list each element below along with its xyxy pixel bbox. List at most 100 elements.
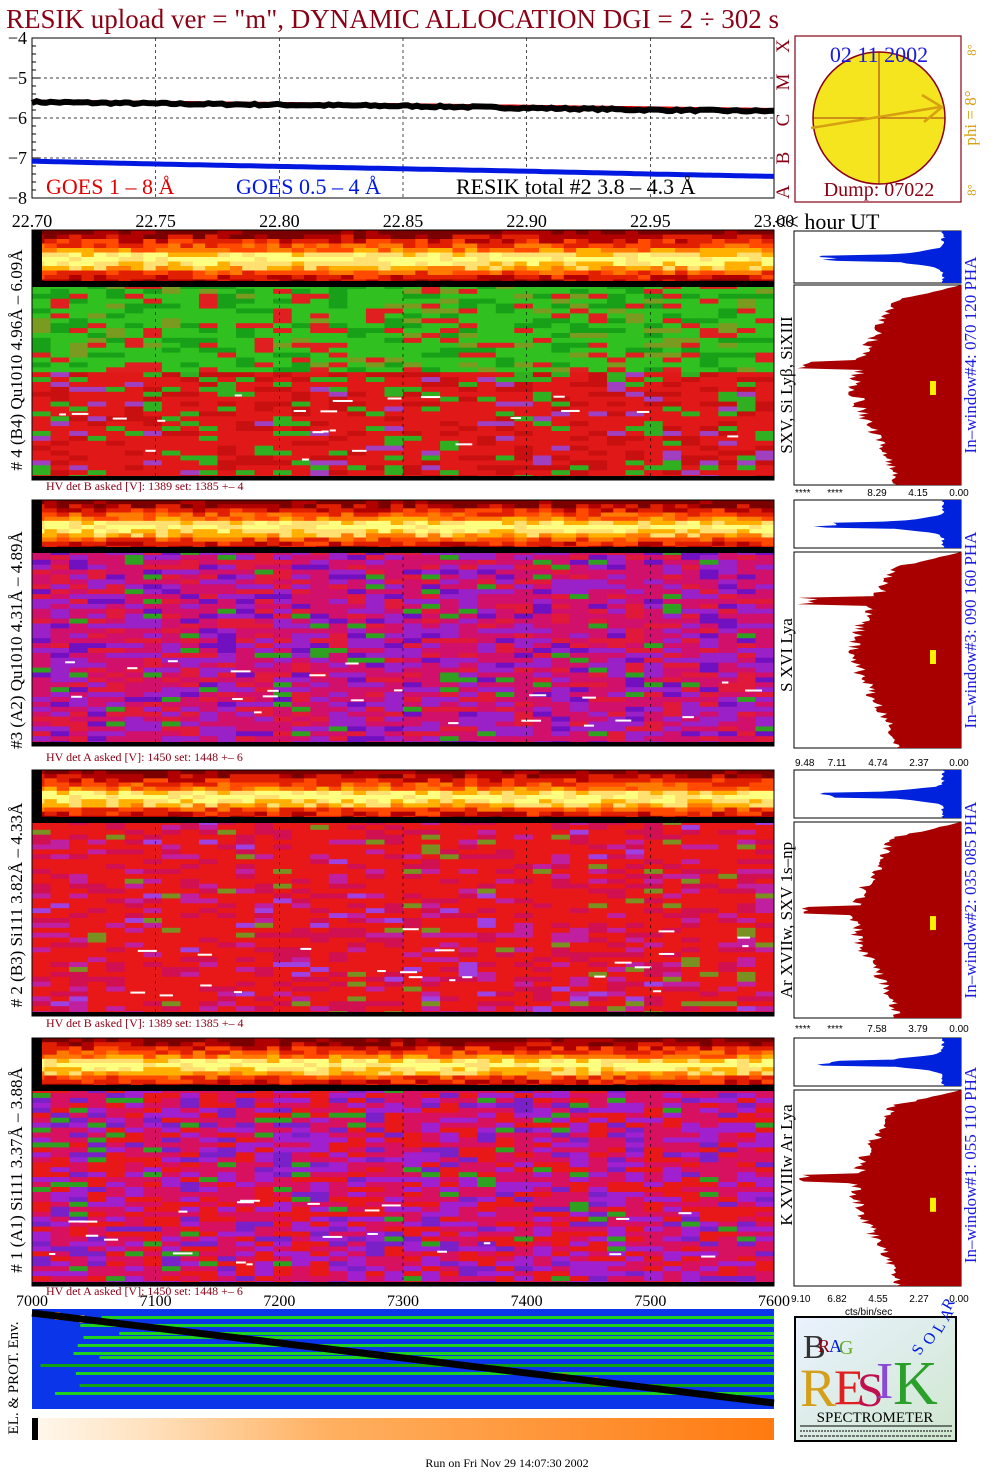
counts-cell: [205, 252, 218, 258]
counts-cell: [551, 525, 565, 530]
spectrogram-cell: [755, 372, 775, 378]
counts-cell: [613, 266, 627, 271]
spectrogram-cell: [217, 633, 237, 639]
spectrogram-cell: [625, 589, 645, 595]
counts-cell: [415, 252, 429, 258]
spectrogram-cell: [607, 603, 627, 610]
counts-cell: [427, 243, 441, 249]
counts-cell: [81, 541, 95, 547]
spectrogram-cell: [718, 470, 738, 476]
spectrogram-cell: [607, 362, 627, 368]
spectrogram-cell: [755, 706, 775, 713]
spectrogram-cell: [384, 333, 404, 339]
spectrogram-cell: [495, 313, 515, 319]
counts-cell: [266, 516, 280, 522]
spectrogram-cell: [607, 303, 627, 309]
counts-cell: [304, 266, 317, 271]
spectrogram-cell: [254, 288, 274, 295]
counts-cell: [514, 508, 528, 513]
spectrogram-cell: [161, 342, 181, 349]
counts-cell: [205, 257, 218, 262]
spectrogram-cell: [477, 657, 497, 664]
spectrogram-cell: [143, 564, 163, 571]
counts-cell: [403, 257, 416, 262]
spectrogram-cell: [310, 594, 330, 600]
counts-cell: [69, 500, 82, 505]
spectrogram-cell: [644, 594, 664, 600]
pha-top-fill: [813, 500, 961, 548]
spectrogram-cell: [607, 465, 627, 471]
spectrogram-cell: [365, 559, 385, 566]
spectrogram-cell: [273, 440, 293, 447]
spectrogram-cell: [254, 372, 274, 378]
spectrogram-cell: [347, 293, 367, 300]
spectrogram-cell: [347, 672, 367, 678]
spectrogram-cell: [421, 652, 441, 659]
spectrogram-cell: [644, 431, 664, 437]
spectrogram-cell: [718, 293, 738, 300]
spectrogram-cell: [50, 440, 70, 447]
counts-cell: [304, 782, 317, 788]
counts-cell: [390, 778, 404, 783]
spectrogram-cell: [625, 594, 645, 600]
spectrogram-cell: [699, 697, 719, 703]
spectrogram-cell: [477, 672, 497, 678]
counts-cell: [464, 778, 478, 783]
spectrogram-cell: [569, 352, 589, 358]
counts-cell: [427, 774, 441, 779]
counts-cell: [687, 234, 701, 240]
counts-cell: [650, 512, 664, 518]
counts-cell: [205, 541, 218, 547]
spectrogram-cell: [440, 559, 460, 566]
spectrogram-cell: [569, 569, 589, 575]
spectrogram-cell: [328, 667, 348, 673]
spectrogram-cell: [662, 411, 682, 417]
counts-cell: [600, 533, 614, 538]
spectrogram-cell: [69, 554, 89, 561]
spectrogram-cell: [328, 416, 348, 422]
counts-cell: [390, 774, 404, 779]
spectrogram-cell: [403, 721, 423, 727]
spectrogram-cell: [718, 377, 738, 383]
spectrogram-cell: [569, 308, 589, 314]
spectrogram-cell: [477, 589, 497, 595]
counts-cell: [403, 529, 416, 534]
spectrogram-cell: [180, 652, 200, 659]
spectrogram-cell: [310, 406, 330, 412]
counts-cell: [576, 243, 589, 249]
counts-cell: [749, 520, 763, 526]
spectrogram-cell: [440, 633, 460, 639]
counts-cell: [514, 778, 528, 783]
spectrogram-cell: [644, 554, 664, 561]
counts-cell: [539, 533, 552, 538]
spectrogram-cell: [699, 633, 719, 639]
spectrogram-cell: [328, 367, 348, 373]
counts-cell: [118, 257, 132, 262]
counts-cell: [588, 261, 602, 267]
spectrogram-cell: [532, 298, 552, 305]
spectrogram-cell: [403, 328, 423, 334]
counts-cell: [427, 520, 441, 526]
counts-cell: [526, 261, 540, 267]
counts-cell: [143, 508, 157, 513]
counts-cell: [365, 533, 379, 538]
counts-cell: [106, 508, 120, 513]
spectrogram-cell: [551, 396, 571, 403]
counts-cell: [637, 525, 651, 530]
spectrogram-cell: [681, 298, 701, 305]
counts-cell: [69, 275, 82, 280]
spectrogram-cell: [310, 716, 330, 722]
spectrogram-cell: [514, 574, 534, 580]
spectrogram-cell: [273, 333, 293, 339]
counts-cell: [687, 516, 701, 522]
counts-cell: [440, 529, 453, 534]
spectrogram-cell: [310, 692, 330, 698]
spectrogram-cell: [588, 455, 608, 461]
spectrogram-cell: [310, 440, 330, 447]
spectrogram-cell: [180, 731, 200, 737]
spectrogram-cell: [681, 672, 701, 678]
spectrogram-cell: [254, 333, 274, 339]
counts-cell: [452, 252, 466, 258]
spectrogram-cell: [273, 687, 293, 693]
spectrogram-cell: [217, 731, 237, 737]
